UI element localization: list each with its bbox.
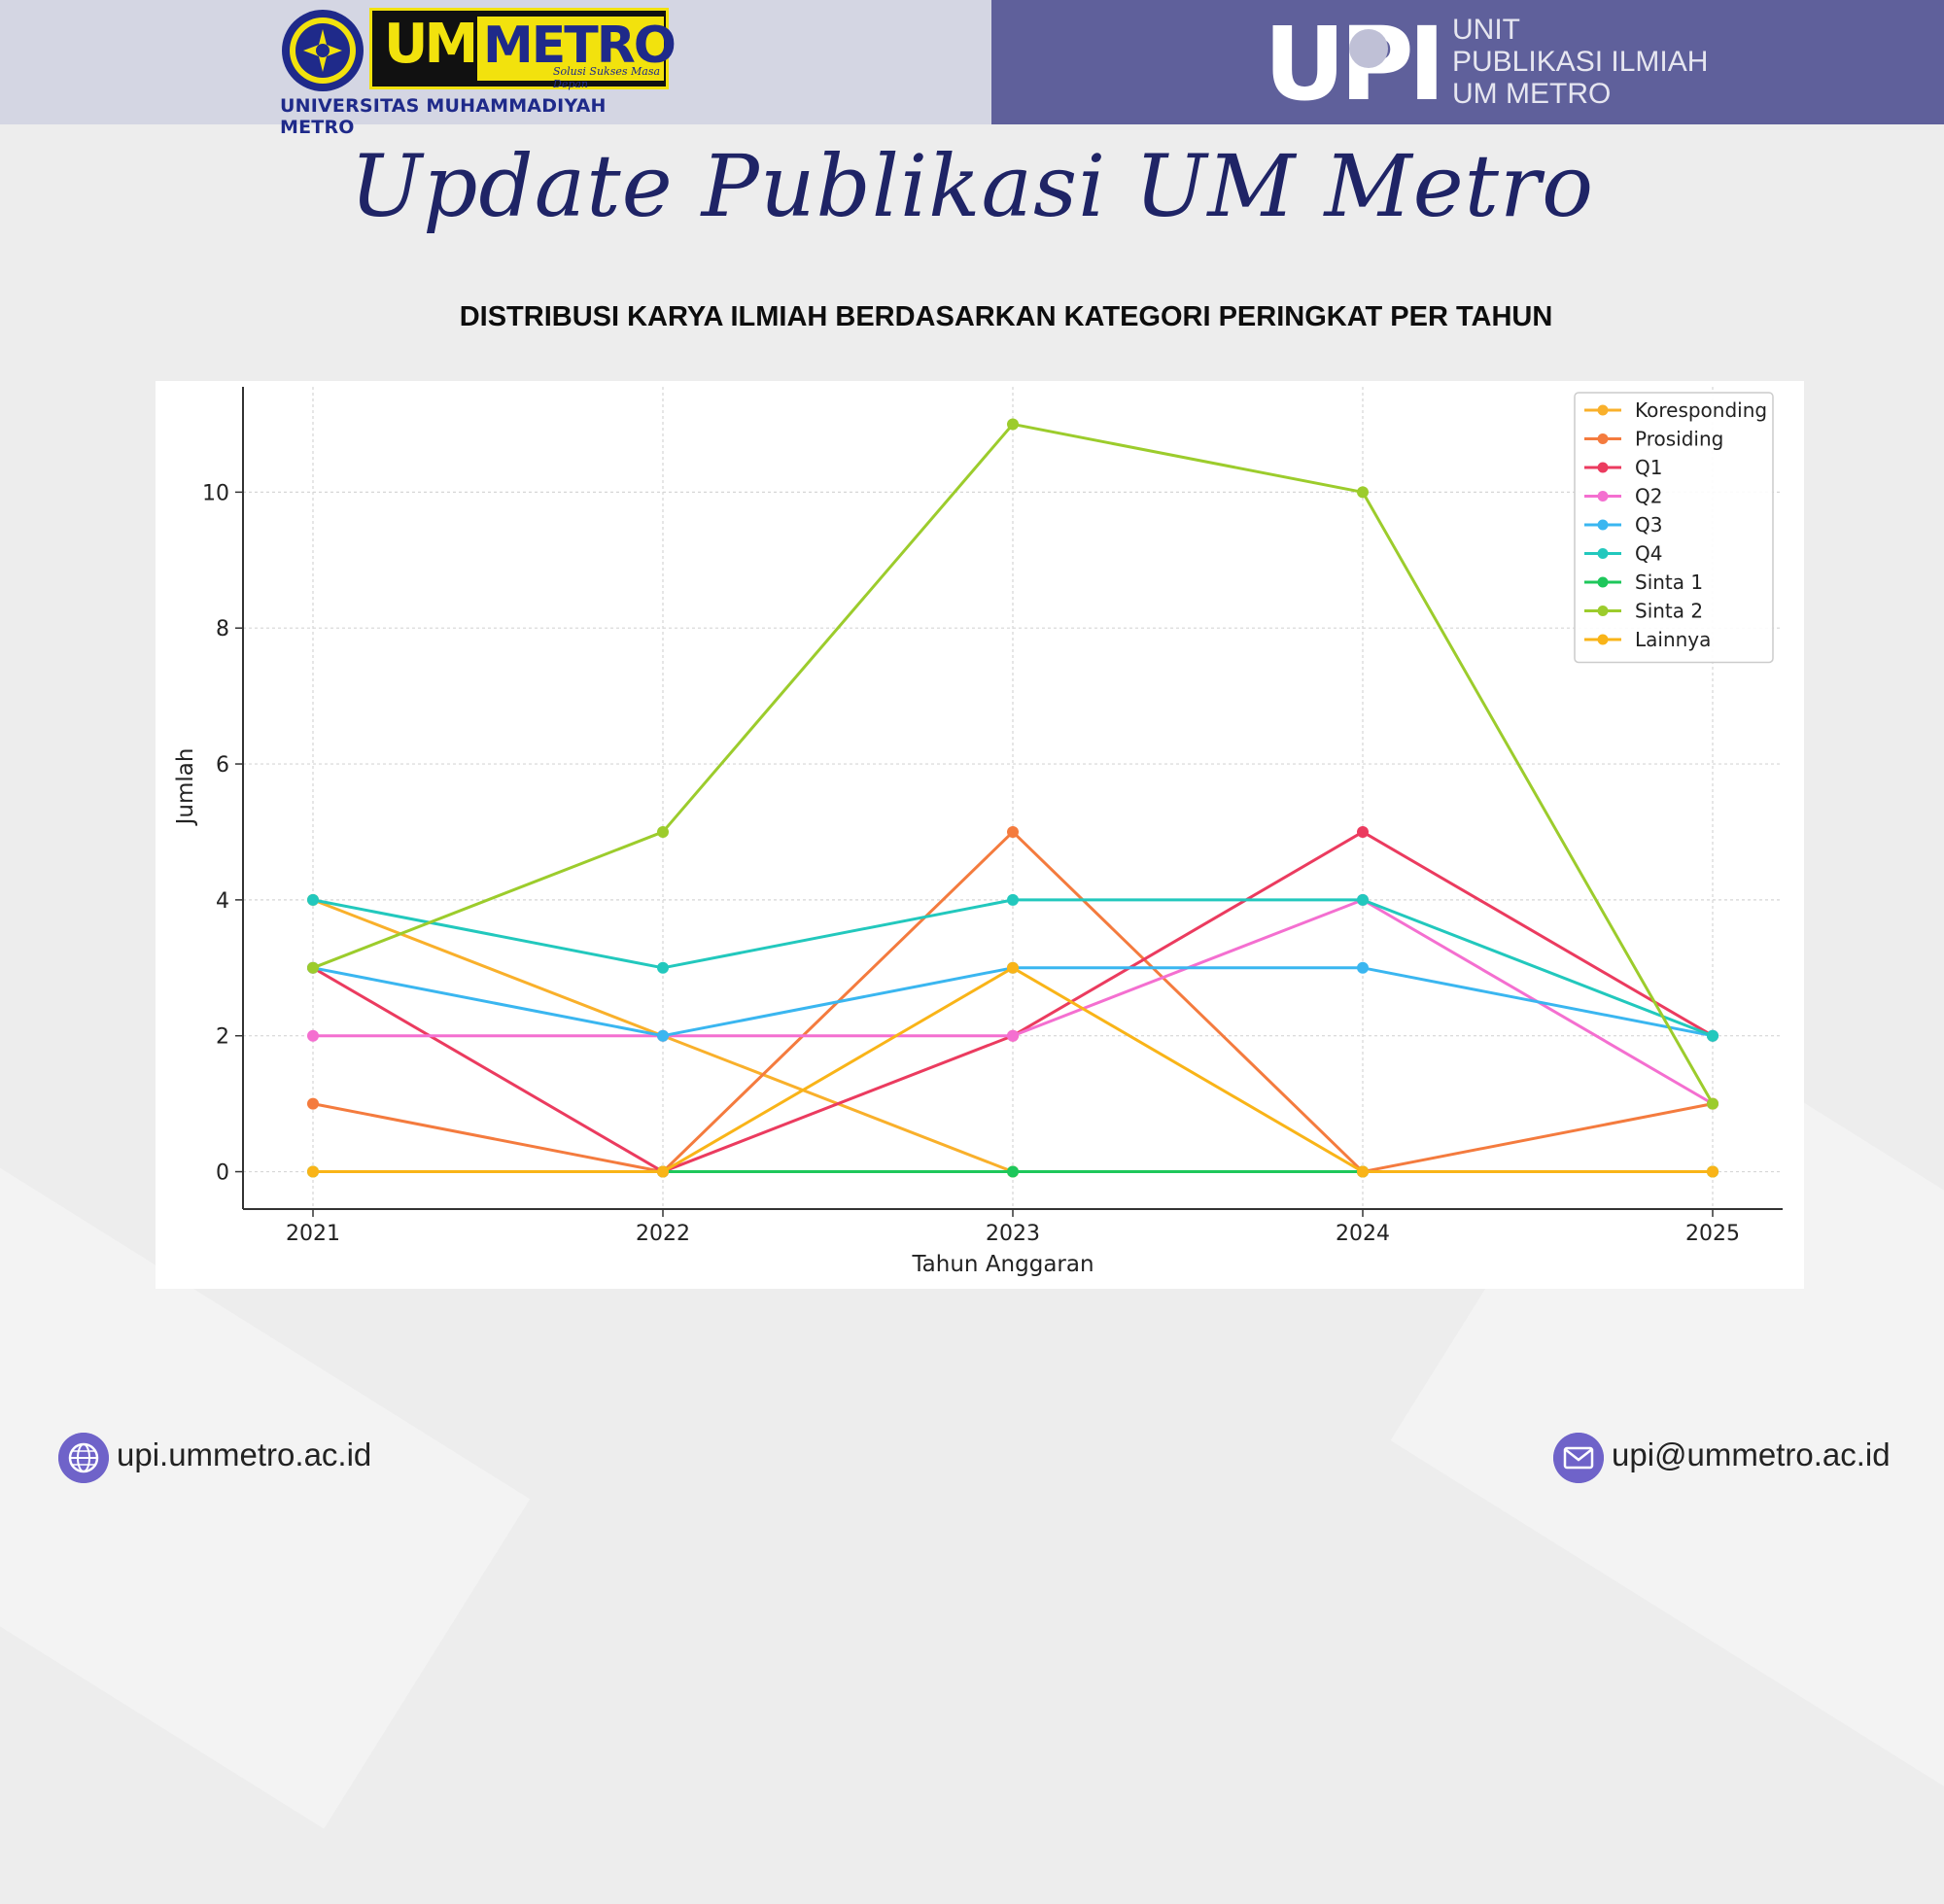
legend-label: Prosiding <box>1635 428 1723 451</box>
university-seal-icon <box>282 10 364 91</box>
data-point <box>1007 418 1019 431</box>
y-tick-label: 2 <box>216 1025 229 1050</box>
y-axis-label: Jumlah <box>173 748 198 827</box>
data-point <box>1707 1029 1718 1042</box>
legend-label: Q1 <box>1635 456 1662 479</box>
data-point <box>1357 1165 1369 1178</box>
data-point <box>307 1097 319 1110</box>
data-point <box>657 1165 669 1178</box>
chart-subtitle: DISTRIBUSI KARYA ILMIAH BERDASARKAN KATE… <box>459 301 1553 332</box>
data-point <box>1357 893 1369 906</box>
x-tick-label: 2021 <box>286 1222 340 1246</box>
logo-metro-box: METRO Solusi Sukses Masa Depan <box>477 17 677 90</box>
data-point <box>307 893 319 906</box>
unit-line: UNIT <box>1452 14 1520 46</box>
legend-label: Sinta 1 <box>1635 571 1703 594</box>
data-point <box>307 1029 319 1042</box>
legend-marker <box>1597 606 1609 616</box>
legend-label: Sinta 2 <box>1635 600 1703 623</box>
line-chart: 0 2 4 6 8 10 2021 2022 2023 2024 2025 Tahun Anggara… <box>173 387 1783 1277</box>
upi-logo: UPI <box>1264 5 1445 123</box>
data-point <box>657 961 669 974</box>
um-metro-logo: UM METRO Solusi Sukses Masa Depan <box>369 8 677 90</box>
legend-label: Koresponding <box>1635 398 1767 422</box>
data-point <box>657 825 669 838</box>
page-title: Update Publikasi UM Metro <box>349 136 1595 236</box>
legend-marker <box>1597 491 1609 502</box>
email-link[interactable]: upi@ummetro.ac.id <box>1612 1437 1891 1472</box>
y-tick-label: 6 <box>216 753 229 778</box>
globe-icon <box>58 1433 109 1483</box>
legend-label: Q4 <box>1635 542 1662 566</box>
data-point <box>1357 825 1369 838</box>
legend-marker <box>1597 404 1609 416</box>
logo-tagline: Solusi Sukses Masa Depan <box>553 65 661 90</box>
data-point <box>307 961 319 974</box>
legend-marker <box>1597 576 1609 588</box>
legend-label: Q2 <box>1635 485 1662 508</box>
legend-marker <box>1597 519 1609 531</box>
logo-um-text: UM <box>384 13 478 76</box>
data-point <box>1357 961 1369 974</box>
legend-label: Q3 <box>1635 513 1662 537</box>
data-point <box>1007 825 1019 838</box>
chart-panel: 0 2 4 6 8 10 2021 2022 2023 2024 2025 Tahun Anggara… <box>156 381 1804 1289</box>
x-axis-label: Tahun Anggaran <box>911 1252 1094 1277</box>
legend-marker <box>1597 548 1609 559</box>
legend-marker <box>1597 462 1609 473</box>
data-point <box>1007 961 1019 974</box>
unit-name: UNIT PUBLIKASI ILMIAH UM METRO <box>1452 14 1708 110</box>
university-name: UNIVERSITAS MUHAMMADIYAH METRO <box>280 95 607 138</box>
legend-box <box>1574 392 1774 664</box>
legend-marker <box>1597 634 1609 645</box>
upi-logo-dot <box>1349 29 1388 68</box>
legend-marker <box>1597 433 1609 444</box>
header-right-panel <box>991 0 1944 124</box>
data-point <box>1707 1165 1718 1178</box>
legend-label: Lainnya <box>1635 628 1711 651</box>
unit-line: PUBLIKASI ILMIAH <box>1452 46 1709 78</box>
data-point <box>307 1165 319 1178</box>
data-point <box>657 1029 669 1042</box>
data-point <box>1707 1097 1718 1110</box>
x-tick-label: 2022 <box>636 1222 690 1246</box>
x-tick-label: 2023 <box>986 1222 1040 1246</box>
data-point <box>1357 486 1369 499</box>
x-tick-label: 2025 <box>1685 1222 1740 1246</box>
unit-line: UM METRO <box>1452 78 1612 110</box>
y-tick-label: 0 <box>216 1161 229 1186</box>
envelope-icon <box>1553 1433 1604 1483</box>
logo-metro-text: METRO <box>483 17 677 75</box>
y-tick-label: 4 <box>216 889 229 914</box>
website-link[interactable]: upi.ummetro.ac.id <box>117 1437 372 1472</box>
y-tick-label: 10 <box>202 481 229 505</box>
data-point <box>1007 1165 1019 1178</box>
x-tick-label: 2024 <box>1336 1222 1390 1246</box>
data-point <box>1007 893 1019 906</box>
data-point <box>1007 1029 1019 1042</box>
y-tick-label: 8 <box>216 617 229 641</box>
